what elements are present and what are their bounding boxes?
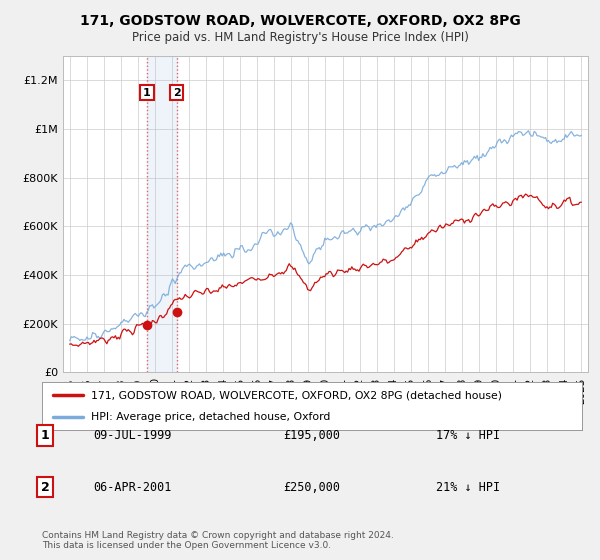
- Text: HPI: Average price, detached house, Oxford: HPI: Average price, detached house, Oxfo…: [91, 412, 330, 422]
- Text: 1: 1: [41, 429, 49, 442]
- Text: 2: 2: [41, 480, 49, 494]
- Text: 21% ↓ HPI: 21% ↓ HPI: [436, 480, 500, 494]
- Text: 2: 2: [173, 87, 181, 97]
- Text: 09-JUL-1999: 09-JUL-1999: [93, 429, 171, 442]
- Text: 17% ↓ HPI: 17% ↓ HPI: [436, 429, 500, 442]
- Text: 171, GODSTOW ROAD, WOLVERCOTE, OXFORD, OX2 8PG (detached house): 171, GODSTOW ROAD, WOLVERCOTE, OXFORD, O…: [91, 390, 502, 400]
- Text: £195,000: £195,000: [284, 429, 341, 442]
- Text: 06-APR-2001: 06-APR-2001: [93, 480, 171, 494]
- Text: 1: 1: [143, 87, 151, 97]
- Text: 171, GODSTOW ROAD, WOLVERCOTE, OXFORD, OX2 8PG: 171, GODSTOW ROAD, WOLVERCOTE, OXFORD, O…: [80, 14, 520, 28]
- Text: Price paid vs. HM Land Registry's House Price Index (HPI): Price paid vs. HM Land Registry's House …: [131, 31, 469, 44]
- Bar: [147, 56, 176, 372]
- Text: Contains HM Land Registry data © Crown copyright and database right 2024.
This d: Contains HM Land Registry data © Crown c…: [42, 531, 394, 550]
- Text: £250,000: £250,000: [284, 480, 341, 494]
